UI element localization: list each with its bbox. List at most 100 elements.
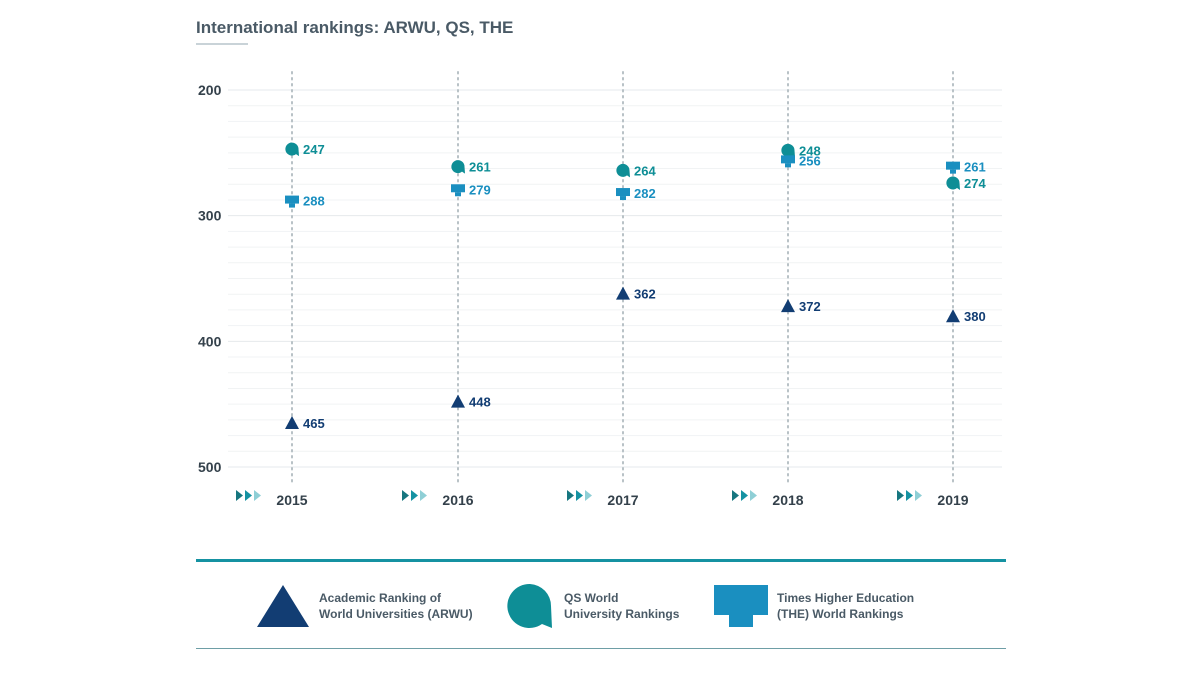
chevron [585, 490, 592, 501]
data-label: 274 [964, 176, 986, 191]
chevron [236, 490, 243, 501]
data-point [946, 176, 960, 190]
x-tick-label: 2016 [442, 492, 473, 508]
chevron [254, 490, 261, 501]
marker-triangle [285, 416, 299, 430]
marker-monitor-screen [285, 195, 299, 204]
legend-the-line1: Times Higher Education [777, 591, 915, 605]
marker-monitor-stand [455, 192, 461, 197]
monitor-icon [714, 585, 768, 627]
marker-bubble [285, 142, 299, 157]
chevron [576, 490, 583, 501]
y-tick-label: 500 [198, 459, 222, 475]
data-point [616, 286, 630, 300]
data-label: 282 [634, 186, 656, 201]
data-point [616, 163, 630, 178]
forward-arrows-icon [567, 490, 592, 501]
data-point [781, 299, 795, 313]
marker-bubble [616, 163, 630, 178]
x-tick-label: 2018 [772, 492, 803, 508]
data-point [781, 155, 795, 168]
legend-qs-line2: University Rankings [564, 607, 680, 621]
speech-bubble-icon [507, 583, 552, 628]
y-tick-label: 400 [198, 333, 222, 349]
data-label: 279 [469, 182, 491, 197]
marker-bubble [451, 160, 465, 174]
legend-arwu-line1: Academic Ranking of [319, 591, 442, 605]
data-label: 247 [303, 142, 325, 157]
x-tick-label: 2019 [937, 492, 968, 508]
data-label: 248 [799, 143, 821, 158]
chevron [732, 490, 739, 501]
data-label: 372 [799, 299, 821, 314]
data-point [285, 195, 299, 208]
data-label: 261 [469, 160, 491, 175]
legend-bottom-rule [196, 648, 1006, 649]
data-label: 362 [634, 287, 656, 302]
grid-layer [228, 71, 1002, 485]
chevron [897, 490, 904, 501]
data-label: 380 [964, 309, 986, 324]
marker-monitor-screen [946, 161, 960, 170]
data-point [946, 309, 960, 323]
x-tick-label: 2017 [607, 492, 638, 508]
data-point [451, 160, 465, 174]
marker-monitor-stand [620, 196, 626, 201]
forward-arrows-icon [732, 490, 757, 501]
legend-arwu-line2: World Universities (ARWU) [319, 607, 473, 621]
legend-item-qs: QS World University Rankings [506, 581, 734, 631]
marker-triangle [616, 286, 630, 300]
marker-triangle [451, 394, 465, 408]
x-tick-label: 2015 [276, 492, 307, 508]
marker-monitor-screen [616, 188, 630, 197]
title-underline [196, 43, 248, 45]
data-label: 264 [634, 163, 656, 178]
chevron [402, 490, 409, 501]
legend-item-arwu: Academic Ranking of World Universities (… [255, 581, 489, 631]
marker-bubble [781, 143, 795, 158]
data-point [616, 188, 630, 201]
chevron [567, 490, 574, 501]
chevron [245, 490, 252, 501]
data-label: 448 [469, 395, 491, 410]
data-label: 288 [303, 194, 325, 209]
marker-monitor-screen [451, 184, 465, 193]
y-tick-label: 200 [198, 82, 222, 98]
marker-layer: 465 448 362 372 380 247 261 264 248 274 288 279 282 2… [285, 142, 986, 431]
legend-text-the: Times Higher Education (THE) World Ranki… [777, 590, 947, 622]
chevron [741, 490, 748, 501]
forward-arrows-icon [897, 490, 922, 501]
chart-plot: 200 300 400 500 2015 2016 2017 2018 2019 465 448 3… [198, 71, 1002, 508]
marker-triangle [946, 309, 960, 323]
legend-top-rule [196, 559, 1006, 562]
data-point [285, 416, 299, 430]
axis-layer: 200 300 400 500 2015 2016 2017 2018 2019 [198, 82, 969, 508]
data-point [285, 142, 299, 157]
legend-qs-line1: QS World [564, 591, 619, 605]
chevron [420, 490, 427, 501]
marker-monitor-screen [781, 155, 795, 164]
legend-the-line2: (THE) World Rankings [777, 607, 904, 621]
data-point [451, 394, 465, 408]
chevron [915, 490, 922, 501]
marker-monitor-stand [950, 169, 956, 174]
legend-text-arwu: Academic Ranking of World Universities (… [319, 590, 489, 622]
data-point [946, 161, 960, 174]
legend-text-qs: QS World University Rankings [564, 590, 734, 622]
triangle-icon [257, 585, 309, 627]
marker-monitor-stand [785, 163, 791, 168]
data-point [781, 143, 795, 158]
chevron [411, 490, 418, 501]
y-tick-label: 300 [198, 208, 222, 224]
chevron [906, 490, 913, 501]
data-label: 465 [303, 416, 325, 431]
chevron [750, 490, 757, 501]
marker-monitor-stand [289, 203, 295, 208]
marker-triangle [781, 299, 795, 313]
legend-item-the: Times Higher Education (THE) World Ranki… [713, 581, 947, 631]
forward-arrows-icon [236, 490, 261, 501]
data-label: 256 [799, 153, 821, 168]
data-point [451, 184, 465, 197]
chart-title: International rankings: ARWU, QS, THE [196, 18, 514, 37]
marker-bubble [946, 176, 960, 190]
